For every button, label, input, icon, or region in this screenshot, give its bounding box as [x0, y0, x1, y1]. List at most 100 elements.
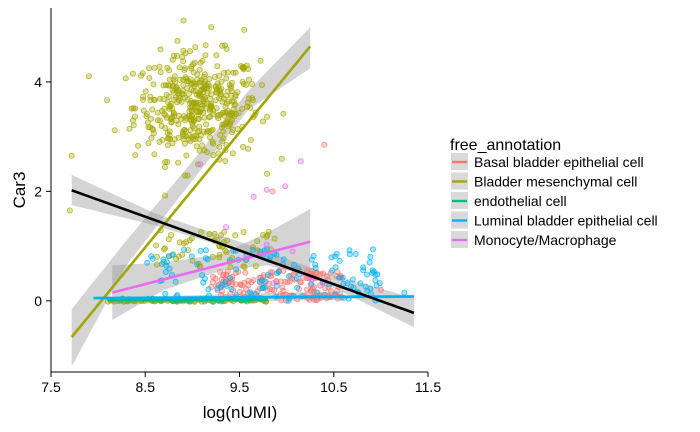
point-luminal-bladder-epithelial-cell	[264, 271, 271, 278]
point-luminal-bladder-epithelial-cell	[261, 278, 268, 285]
point-luminal-bladder-epithelial-cell	[352, 250, 359, 257]
point-luminal-bladder-epithelial-cell	[294, 284, 301, 291]
point-luminal-bladder-epithelial-cell	[222, 278, 229, 285]
point-basal-bladder-epithelial-cell	[210, 273, 217, 280]
point-luminal-bladder-epithelial-cell	[313, 289, 320, 296]
point-bladder-mesenchymal-cell	[167, 135, 174, 142]
point-bladder-mesenchymal-cell	[263, 170, 270, 177]
point-bladder-mesenchymal-cell	[183, 114, 190, 121]
legend-label-bladder-mesenchymal-cell: Bladder mesenchymal cell	[474, 174, 637, 190]
point-luminal-bladder-epithelial-cell	[369, 269, 376, 276]
point-bladder-mesenchymal-cell	[229, 126, 236, 133]
point-bladder-mesenchymal-cell	[245, 145, 252, 152]
point-bladder-mesenchymal-cell	[206, 75, 213, 82]
point-bladder-mesenchymal-cell	[156, 63, 163, 70]
legend-label-luminal-bladder-epithelial-cell: Luminal bladder epithelial cell	[474, 213, 658, 229]
point-bladder-mesenchymal-cell	[153, 242, 160, 249]
point-bladder-mesenchymal-cell	[162, 192, 169, 199]
legend-title: free_annotation	[450, 137, 561, 154]
point-luminal-bladder-epithelial-cell	[202, 255, 209, 262]
point-monocyte-macrophage	[270, 280, 277, 287]
point-bladder-mesenchymal-cell	[245, 76, 252, 83]
point-luminal-bladder-epithelial-cell	[339, 274, 346, 281]
point-monocyte-macrophage	[282, 183, 289, 190]
point-basal-bladder-epithelial-cell	[280, 287, 287, 294]
point-bladder-mesenchymal-cell	[150, 81, 157, 88]
point-bladder-mesenchymal-cell	[229, 150, 236, 157]
point-bladder-mesenchymal-cell	[156, 117, 163, 124]
point-bladder-mesenchymal-cell	[221, 112, 228, 119]
point-bladder-mesenchymal-cell	[220, 135, 227, 142]
point-bladder-mesenchymal-cell	[209, 253, 216, 260]
legend: free_annotation Basal bladder epithelial…	[450, 137, 658, 248]
point-luminal-bladder-epithelial-cell	[372, 277, 379, 284]
point-bladder-mesenchymal-cell	[189, 257, 196, 264]
point-bladder-mesenchymal-cell	[179, 53, 186, 60]
point-luminal-bladder-epithelial-cell	[227, 274, 234, 281]
point-luminal-bladder-epithelial-cell	[181, 246, 188, 253]
point-bladder-mesenchymal-cell	[151, 151, 158, 158]
point-bladder-mesenchymal-cell	[200, 96, 207, 103]
point-bladder-mesenchymal-cell	[144, 119, 151, 126]
point-luminal-bladder-epithelial-cell	[217, 284, 224, 291]
point-basal-bladder-epithelial-cell	[260, 271, 267, 278]
point-bladder-mesenchymal-cell	[226, 82, 233, 89]
point-bladder-mesenchymal-cell	[159, 136, 166, 143]
point-bladder-mesenchymal-cell	[174, 52, 181, 59]
point-bladder-mesenchymal-cell	[129, 70, 136, 77]
point-luminal-bladder-epithelial-cell	[369, 246, 376, 253]
point-bladder-mesenchymal-cell	[174, 37, 181, 44]
point-luminal-bladder-epithelial-cell	[233, 266, 240, 273]
trend-lines	[70, 45, 415, 338]
point-bladder-mesenchymal-cell	[163, 92, 170, 99]
point-bladder-mesenchymal-cell	[206, 230, 213, 237]
point-bladder-mesenchymal-cell	[157, 69, 164, 76]
point-bladder-mesenchymal-cell	[219, 138, 226, 145]
point-bladder-mesenchymal-cell	[157, 46, 164, 53]
x-tick-label: 11.5	[415, 379, 441, 395]
point-bladder-mesenchymal-cell	[194, 71, 201, 78]
point-bladder-mesenchymal-cell	[209, 138, 216, 145]
point-bladder-mesenchymal-cell	[196, 123, 203, 130]
point-luminal-bladder-epithelial-cell	[197, 247, 204, 254]
point-bladder-mesenchymal-cell	[201, 147, 208, 154]
point-luminal-bladder-epithelial-cell	[165, 253, 172, 260]
point-bladder-mesenchymal-cell	[183, 85, 190, 92]
point-bladder-mesenchymal-cell	[232, 92, 239, 99]
point-bladder-mesenchymal-cell	[158, 122, 165, 129]
point-bladder-mesenchymal-cell	[132, 152, 139, 159]
point-bladder-mesenchymal-cell	[241, 26, 248, 33]
x-tick-label: 7.5	[41, 379, 61, 395]
point-luminal-bladder-epithelial-cell	[205, 286, 212, 293]
point-bladder-mesenchymal-cell	[179, 131, 186, 138]
point-bladder-mesenchymal-cell	[140, 96, 147, 103]
point-bladder-mesenchymal-cell	[169, 56, 176, 63]
point-bladder-mesenchymal-cell	[224, 69, 231, 76]
point-bladder-mesenchymal-cell	[181, 172, 188, 179]
point-bladder-mesenchymal-cell	[203, 121, 210, 128]
point-bladder-mesenchymal-cell	[164, 142, 171, 149]
point-luminal-bladder-epithelial-cell	[290, 261, 297, 268]
point-monocyte-macrophage	[197, 161, 204, 168]
point-luminal-bladder-epithelial-cell	[275, 268, 282, 275]
point-basal-bladder-epithelial-cell	[300, 274, 307, 281]
point-bladder-mesenchymal-cell	[240, 228, 247, 235]
point-bladder-mesenchymal-cell	[204, 100, 211, 107]
point-luminal-bladder-epithelial-cell	[214, 285, 221, 292]
point-bladder-mesenchymal-cell	[198, 228, 205, 235]
point-bladder-mesenchymal-cell	[222, 247, 229, 254]
point-bladder-mesenchymal-cell	[244, 99, 251, 106]
point-bladder-mesenchymal-cell	[210, 107, 217, 114]
point-bladder-mesenchymal-cell	[104, 97, 111, 104]
point-bladder-mesenchymal-cell	[216, 254, 223, 261]
point-bladder-mesenchymal-cell	[227, 264, 234, 271]
point-bladder-mesenchymal-cell	[149, 106, 156, 113]
point-bladder-mesenchymal-cell	[239, 143, 246, 150]
point-bladder-mesenchymal-cell	[169, 87, 176, 94]
point-bladder-mesenchymal-cell	[149, 125, 156, 132]
point-bladder-mesenchymal-cell	[122, 75, 129, 82]
point-luminal-bladder-epithelial-cell	[247, 289, 254, 296]
point-bladder-mesenchymal-cell	[146, 65, 153, 72]
point-bladder-mesenchymal-cell	[183, 152, 190, 159]
point-bladder-mesenchymal-cell	[240, 66, 247, 73]
